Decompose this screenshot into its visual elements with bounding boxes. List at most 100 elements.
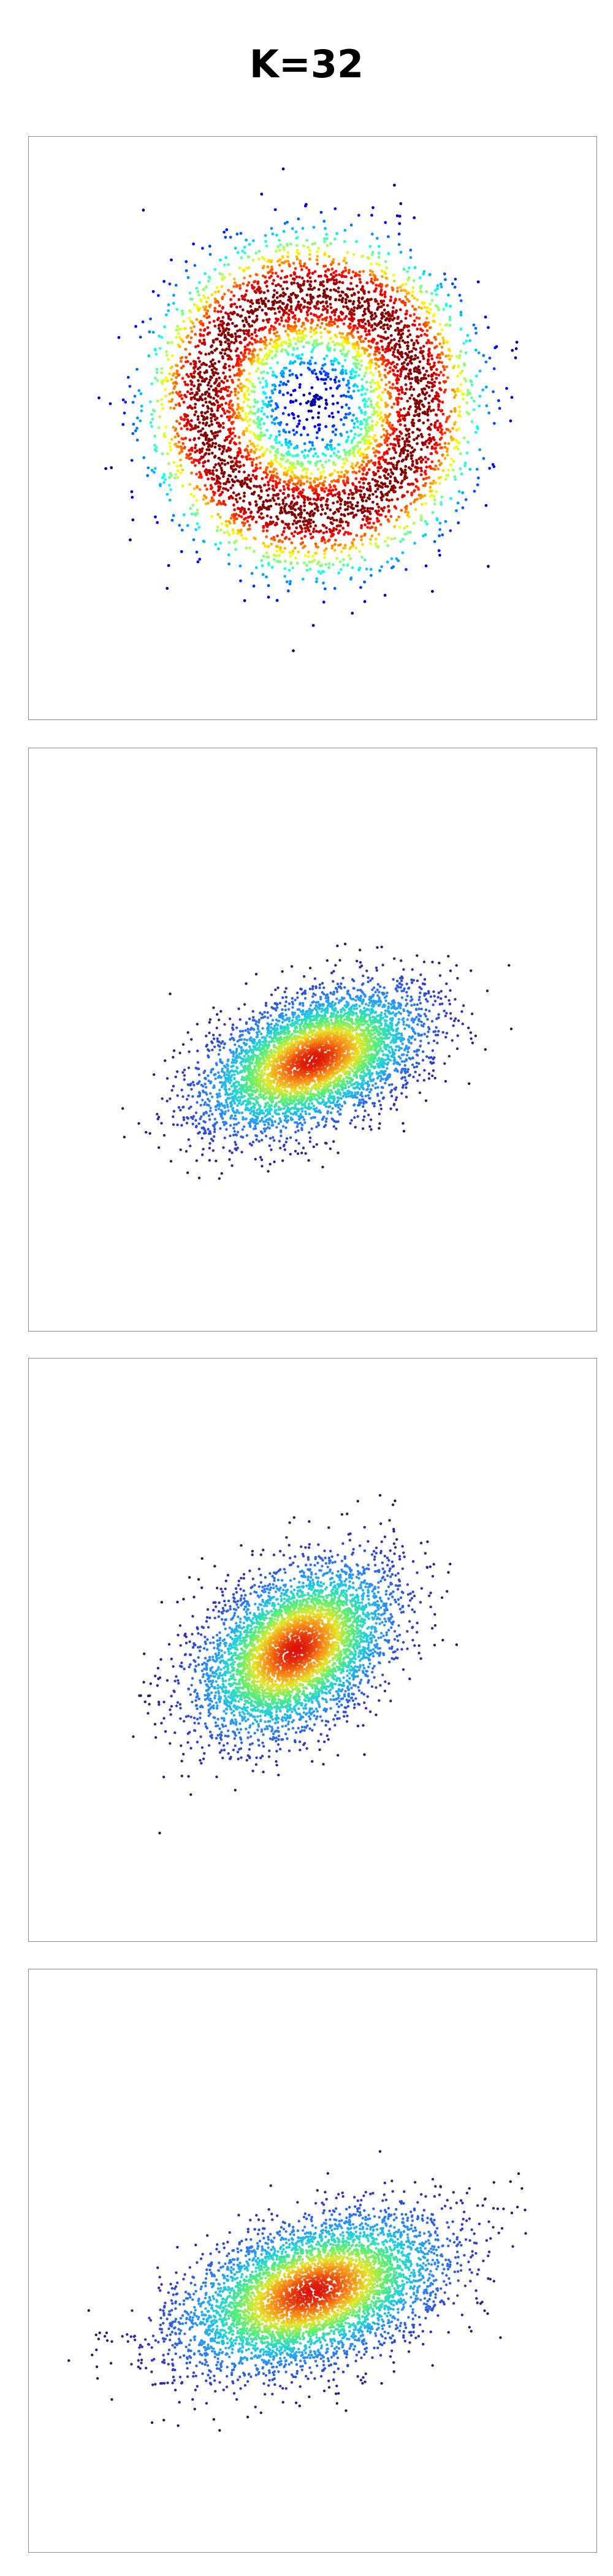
scatter-point (302, 523, 306, 526)
scatter-point (356, 462, 359, 466)
scatter-point (457, 356, 461, 360)
scatter-point (378, 373, 382, 377)
scatter-point (295, 236, 299, 240)
scatter-point (342, 394, 346, 397)
scatter-point (433, 540, 436, 543)
scatter-point (334, 428, 338, 431)
scatter-point (384, 515, 387, 518)
scatter-point (204, 286, 208, 289)
scatter-point (305, 341, 308, 345)
scatter-point (378, 263, 381, 267)
scatter-point (332, 518, 336, 522)
scatter-point (283, 467, 287, 470)
scatter-point (329, 508, 332, 512)
scatter-point (201, 323, 205, 327)
scatter-point (402, 451, 405, 455)
scatter-point (384, 470, 387, 473)
scatter-point (198, 281, 201, 284)
scatter-point (262, 529, 265, 533)
scatter-point (234, 548, 238, 551)
scatter-point (378, 569, 382, 572)
scatter-point (287, 537, 291, 541)
scatter-point (158, 415, 162, 418)
scatter-point (230, 404, 234, 407)
scatter-point (168, 442, 172, 445)
scatter-point (219, 493, 223, 496)
scatter-point (398, 435, 401, 438)
scatter-point (318, 370, 322, 374)
scatter-point (438, 437, 442, 441)
scatter-point (462, 397, 465, 401)
scatter-point (459, 383, 463, 386)
scatter-point (208, 401, 211, 404)
scatter-point (378, 462, 381, 466)
scatter-point (389, 386, 392, 389)
scatter-point (400, 289, 403, 293)
scatter-point (197, 437, 200, 440)
scatter-point (185, 373, 189, 377)
scatter-point (216, 318, 219, 321)
scatter-point (236, 313, 240, 316)
scatter-point (335, 557, 338, 560)
scatter-point (262, 422, 266, 426)
scatter-point (278, 430, 281, 433)
scatter-point (341, 526, 345, 530)
scatter-point (343, 532, 346, 536)
scatter-point (424, 397, 427, 401)
scatter-point (332, 501, 335, 505)
scatter-point (459, 310, 463, 314)
scatter-point (371, 328, 375, 332)
scatter-point (412, 279, 416, 283)
scatter-point (442, 339, 446, 342)
scatter-point (379, 416, 383, 419)
scatter-point (241, 521, 245, 524)
scatter-point (227, 263, 230, 266)
scatter-point (323, 587, 327, 591)
scatter-point (380, 269, 384, 273)
scatter-point (388, 370, 392, 374)
scatter-point (272, 278, 276, 282)
scatter-point (329, 386, 332, 390)
scatter-point (369, 542, 372, 545)
scatter-point (313, 425, 317, 428)
scatter-point (391, 472, 395, 475)
scatter-point (224, 503, 227, 507)
scatter-point (249, 305, 253, 308)
scatter-point (210, 407, 213, 411)
scatter-point (223, 462, 227, 466)
scatter-point (289, 443, 293, 446)
scatter-point (356, 326, 359, 330)
scatter-point (338, 298, 341, 302)
scatter-point (360, 359, 364, 363)
scatter-point (237, 470, 241, 473)
scatter-point (423, 305, 427, 309)
scatter-point (372, 412, 376, 416)
scatter-point (363, 435, 367, 439)
scatter-point (320, 488, 324, 492)
scatter-point (505, 386, 508, 390)
scatter-point (364, 312, 367, 316)
scatter-point (263, 355, 267, 358)
scatter-point (184, 348, 188, 351)
scatter-point (405, 325, 409, 328)
scatter-point (333, 368, 337, 372)
scatter-point (443, 390, 446, 394)
scatter-point (394, 310, 398, 314)
scatter-point (478, 448, 482, 451)
scatter-point (197, 389, 201, 393)
scatter-point (224, 256, 228, 259)
scatter-point (216, 384, 219, 388)
scatter-point (254, 340, 257, 344)
scatter-point (287, 298, 290, 302)
scatter-point (333, 378, 337, 381)
scatter-point (345, 403, 348, 407)
scatter-point (157, 426, 161, 429)
scatter-point (281, 256, 284, 259)
scatter-point (328, 330, 332, 334)
scatter-point (317, 411, 321, 415)
scatter-point (273, 453, 277, 457)
scatter-point (320, 564, 324, 567)
scatter-point (283, 546, 287, 550)
scatter-point (315, 339, 319, 342)
scatter-point (179, 328, 183, 331)
